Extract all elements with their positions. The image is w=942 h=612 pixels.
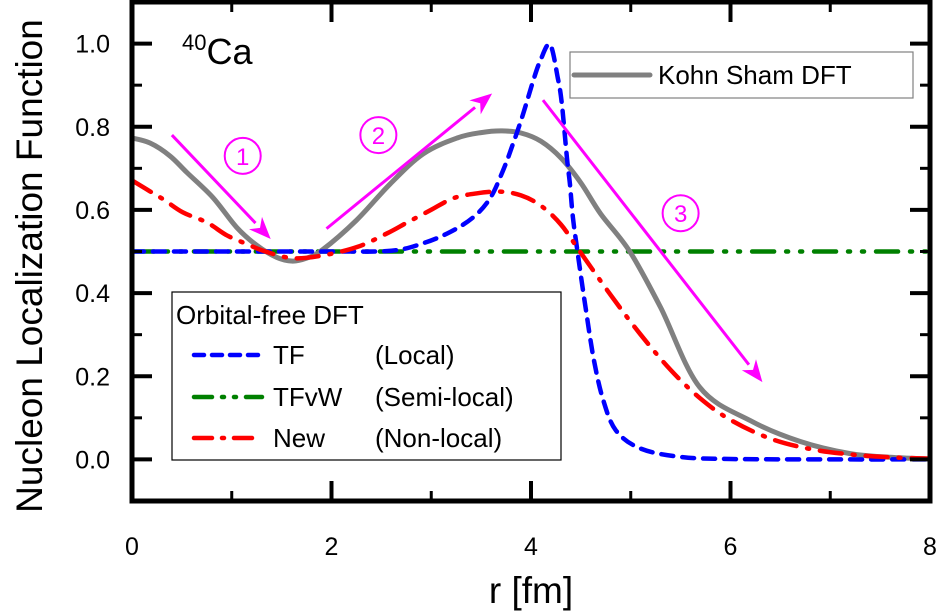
legend-tf-qualifier: (Local) (375, 340, 454, 370)
y-tick-label: 0.4 (75, 280, 110, 308)
arrow-1-head (249, 216, 271, 239)
legend-tfvw-qualifier: (Semi-local) (375, 382, 514, 412)
legend-kohn-sham: Kohn Sham DFT (569, 51, 914, 99)
arrow-1: 1 (170, 134, 271, 239)
annotation-layer: 1 2 3 (170, 93, 763, 383)
legend-tfvw-name: TFvW (273, 382, 343, 412)
arrow-3-label-circle (661, 194, 700, 233)
arrow-3-shaft (541, 99, 751, 366)
isotope-symbol: Ca (206, 31, 253, 72)
series-line-new-non-local (132, 178, 930, 461)
isotope-mass-number: 40 (182, 30, 206, 55)
arrow-2-label-circle (359, 116, 398, 155)
arrow-1-shaft (170, 134, 257, 225)
arrow-3: 3 (541, 99, 763, 383)
isotope-label: 40Ca (182, 30, 253, 72)
y-tick-label: 0.0 (75, 446, 110, 474)
legend-new-name: New (273, 423, 325, 453)
legend-orbital-free-box (171, 291, 562, 461)
arrow-2: 2 (325, 93, 493, 230)
arrow-3-head (741, 359, 763, 383)
series-line-kohn-sham-dft (132, 128, 930, 462)
x-tick-label: 2 (325, 533, 339, 561)
y-axis-title: Nucleon Localization Function (9, 19, 50, 513)
x-tick-label: 0 (125, 533, 139, 561)
tick-layer (130, 2, 932, 501)
y-tick-labels: 0.0 0.2 0.4 0.6 0.8 1.0 (75, 31, 110, 475)
x-tick-labels: 0 2 4 6 8 (125, 533, 937, 561)
legend-tf-name: TF (273, 340, 305, 370)
y-tick-label: 0.6 (75, 197, 110, 225)
arrow-1-label-circle (223, 136, 262, 175)
x-axis-title: r [fm] (489, 570, 573, 611)
arrow-2-label: 2 (372, 123, 385, 150)
legend-orbital-free: Orbital-free DFT TF (Local) TFvW (Semi-l… (171, 291, 562, 461)
series-layer (132, 41, 930, 462)
x-tick-label: 6 (724, 533, 738, 561)
arrow-2-shaft (325, 106, 477, 230)
x-tick-label: 8 (923, 533, 937, 561)
legend-kohn-sham-label: Kohn Sham DFT (658, 60, 852, 90)
legend-new-qualifier: (Non-local) (375, 423, 502, 453)
y-tick-label: 0.2 (75, 363, 110, 391)
x-tick-label: 4 (524, 533, 538, 561)
legend-orbital-free-title: Orbital-free DFT (176, 300, 364, 330)
y-tick-label: 0.8 (75, 114, 110, 142)
series-line-tf-local (132, 41, 930, 462)
y-tick-label: 1.0 (75, 31, 110, 59)
arrow-2-head (469, 93, 493, 115)
arrow-1-label: 1 (236, 144, 249, 171)
arrow-3-label: 3 (674, 201, 687, 228)
